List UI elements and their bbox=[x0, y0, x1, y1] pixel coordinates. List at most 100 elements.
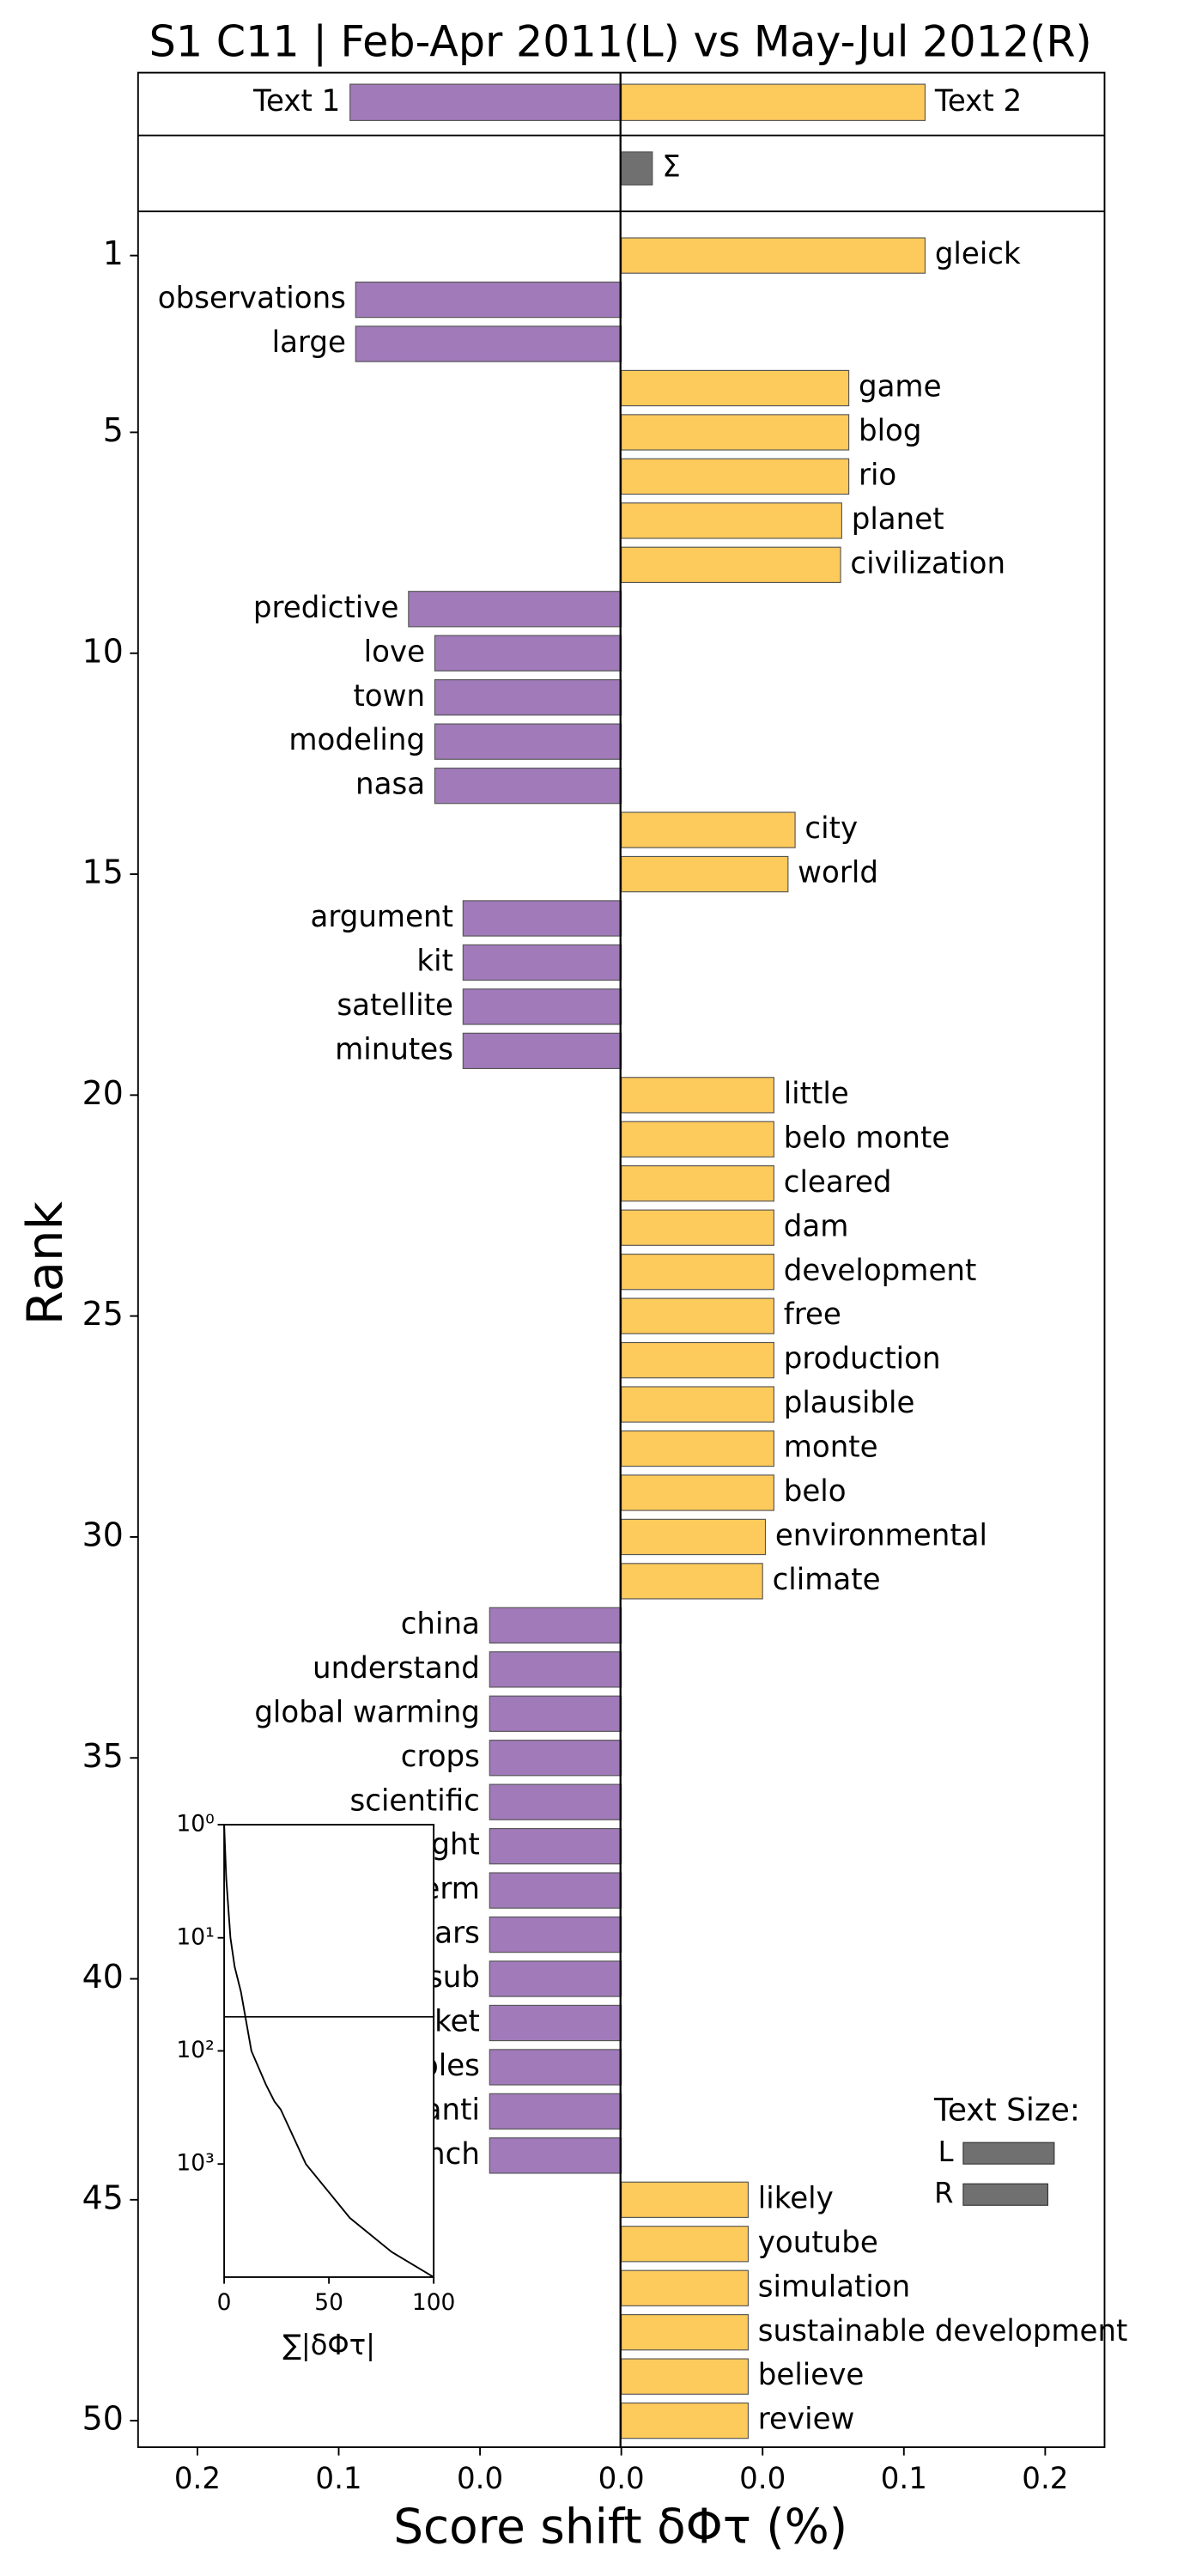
bar bbox=[489, 2004, 622, 2042]
y-tick-label: 25 bbox=[82, 1295, 124, 1333]
chart-title: S1 C11 | Feb-Apr 2011(L) vs May-Jul 2012… bbox=[149, 16, 1092, 66]
bar-label: little bbox=[784, 1077, 849, 1111]
bar-label: sub bbox=[428, 1960, 480, 1995]
bar-label: cleared bbox=[784, 1165, 892, 1200]
y-tick-label: 15 bbox=[82, 853, 124, 890]
bar bbox=[621, 151, 653, 185]
bar-label: understand bbox=[313, 1651, 480, 1686]
inset-x-label: ∑|δΦτ| bbox=[282, 2329, 375, 2361]
bar bbox=[462, 988, 622, 1025]
bar bbox=[621, 237, 926, 274]
inset-background bbox=[223, 1824, 435, 2278]
bar bbox=[489, 1651, 622, 1688]
bar bbox=[621, 2314, 750, 2351]
bar bbox=[621, 369, 850, 407]
bar bbox=[621, 2402, 750, 2439]
y-tick-label: 10² bbox=[176, 2037, 214, 2063]
y-tick-label: 5 bbox=[103, 411, 124, 449]
y-tick-label: 35 bbox=[82, 1737, 124, 1775]
bar bbox=[489, 2049, 622, 2086]
bar bbox=[489, 1695, 622, 1732]
bar bbox=[621, 1430, 774, 1467]
x-tick-label: 100 bbox=[412, 2289, 456, 2316]
bar bbox=[621, 1386, 774, 1423]
bar bbox=[621, 2269, 750, 2306]
bar bbox=[621, 83, 926, 121]
bar bbox=[434, 767, 622, 805]
bar-label: nasa bbox=[355, 767, 425, 801]
bar bbox=[489, 1916, 622, 1953]
bar bbox=[621, 502, 842, 539]
x-tick-label: 0.2 bbox=[1022, 2462, 1068, 2496]
bar bbox=[621, 855, 789, 893]
legend-bar bbox=[962, 2142, 1055, 2165]
x-tick-label: 0.0 bbox=[457, 2462, 503, 2496]
bar-label: kit bbox=[416, 944, 453, 978]
bar bbox=[349, 83, 622, 121]
y-tick-label: 10¹ bbox=[176, 1923, 214, 1950]
summary-label: Text 2 bbox=[934, 84, 1022, 118]
bar-label: plausible bbox=[784, 1386, 915, 1420]
bar bbox=[621, 458, 850, 495]
y-tick-label: 50 bbox=[82, 2399, 124, 2437]
bar-label: modeling bbox=[288, 723, 425, 757]
bar-label: game bbox=[859, 369, 942, 404]
y-tick-label: 10⁰ bbox=[176, 1810, 214, 1837]
inset: 0 50 100 10⁰ 10¹ 10² 10³ ∑|δΦτ| bbox=[176, 1810, 455, 2360]
bar bbox=[621, 811, 796, 848]
bar bbox=[408, 591, 622, 628]
y-tick-label: 45 bbox=[82, 2178, 124, 2216]
bar-label: simulation bbox=[758, 2269, 910, 2304]
bar-label: world bbox=[798, 855, 878, 890]
bar bbox=[355, 325, 622, 362]
legend-label: R bbox=[934, 2177, 953, 2209]
bar bbox=[489, 2137, 622, 2174]
legend-title: Text Size: bbox=[933, 2091, 1080, 2128]
bar bbox=[621, 2358, 750, 2395]
bar-label: production bbox=[784, 1341, 941, 1376]
cumulative-line bbox=[223, 1824, 434, 2278]
x-tick-label: 0.2 bbox=[174, 2462, 221, 2496]
bar bbox=[355, 281, 622, 319]
y-tick-label: 20 bbox=[82, 1074, 124, 1112]
bar-label: global warming bbox=[254, 1695, 480, 1729]
plot-area: 0.2 0.1 0.0 0.0 0.0 0.1 0.21510152025303540455… bbox=[82, 83, 1127, 2496]
bar-label: china bbox=[401, 1607, 480, 1641]
bar bbox=[489, 1740, 622, 1777]
y-tick-label: 10 bbox=[82, 632, 124, 670]
bar bbox=[434, 635, 622, 671]
bar bbox=[434, 679, 622, 716]
bar bbox=[462, 944, 622, 981]
bar-label: likely bbox=[758, 2181, 834, 2215]
bar-label: town bbox=[353, 679, 425, 714]
bar-label: satellite bbox=[337, 988, 453, 1023]
bar bbox=[621, 1474, 774, 1511]
bar-label: belo bbox=[784, 1474, 847, 1509]
bar bbox=[462, 1032, 622, 1070]
bar-label: development bbox=[784, 1254, 977, 1288]
bar-label: rio bbox=[859, 458, 896, 492]
sigma-label: Σ bbox=[662, 149, 681, 184]
bar-label: youtube bbox=[758, 2226, 878, 2260]
bar bbox=[621, 1077, 774, 1114]
y-tick-label: 30 bbox=[82, 1516, 124, 1553]
x-tick-label: 0 bbox=[217, 2289, 232, 2316]
bar-label: scientific bbox=[349, 1783, 479, 1818]
bar bbox=[489, 1960, 622, 1997]
bar bbox=[621, 414, 850, 451]
bar-label: environmental bbox=[775, 1518, 987, 1552]
bar bbox=[621, 546, 841, 583]
bar bbox=[621, 1563, 763, 1600]
bar-label: review bbox=[758, 2402, 855, 2436]
bar-label: gleick bbox=[935, 237, 1021, 271]
bar-label: dam bbox=[784, 1209, 849, 1243]
bar-label: minutes bbox=[335, 1032, 453, 1066]
bar-label: planet bbox=[852, 502, 944, 537]
bar bbox=[462, 900, 622, 937]
x-tick-label: 0.1 bbox=[881, 2462, 927, 2496]
bar bbox=[434, 723, 622, 760]
bar-label: monte bbox=[784, 1430, 878, 1464]
y-tick-label: 10³ bbox=[176, 2150, 214, 2177]
bar-label: city bbox=[804, 811, 858, 846]
bar-label: crops bbox=[401, 1740, 480, 1774]
